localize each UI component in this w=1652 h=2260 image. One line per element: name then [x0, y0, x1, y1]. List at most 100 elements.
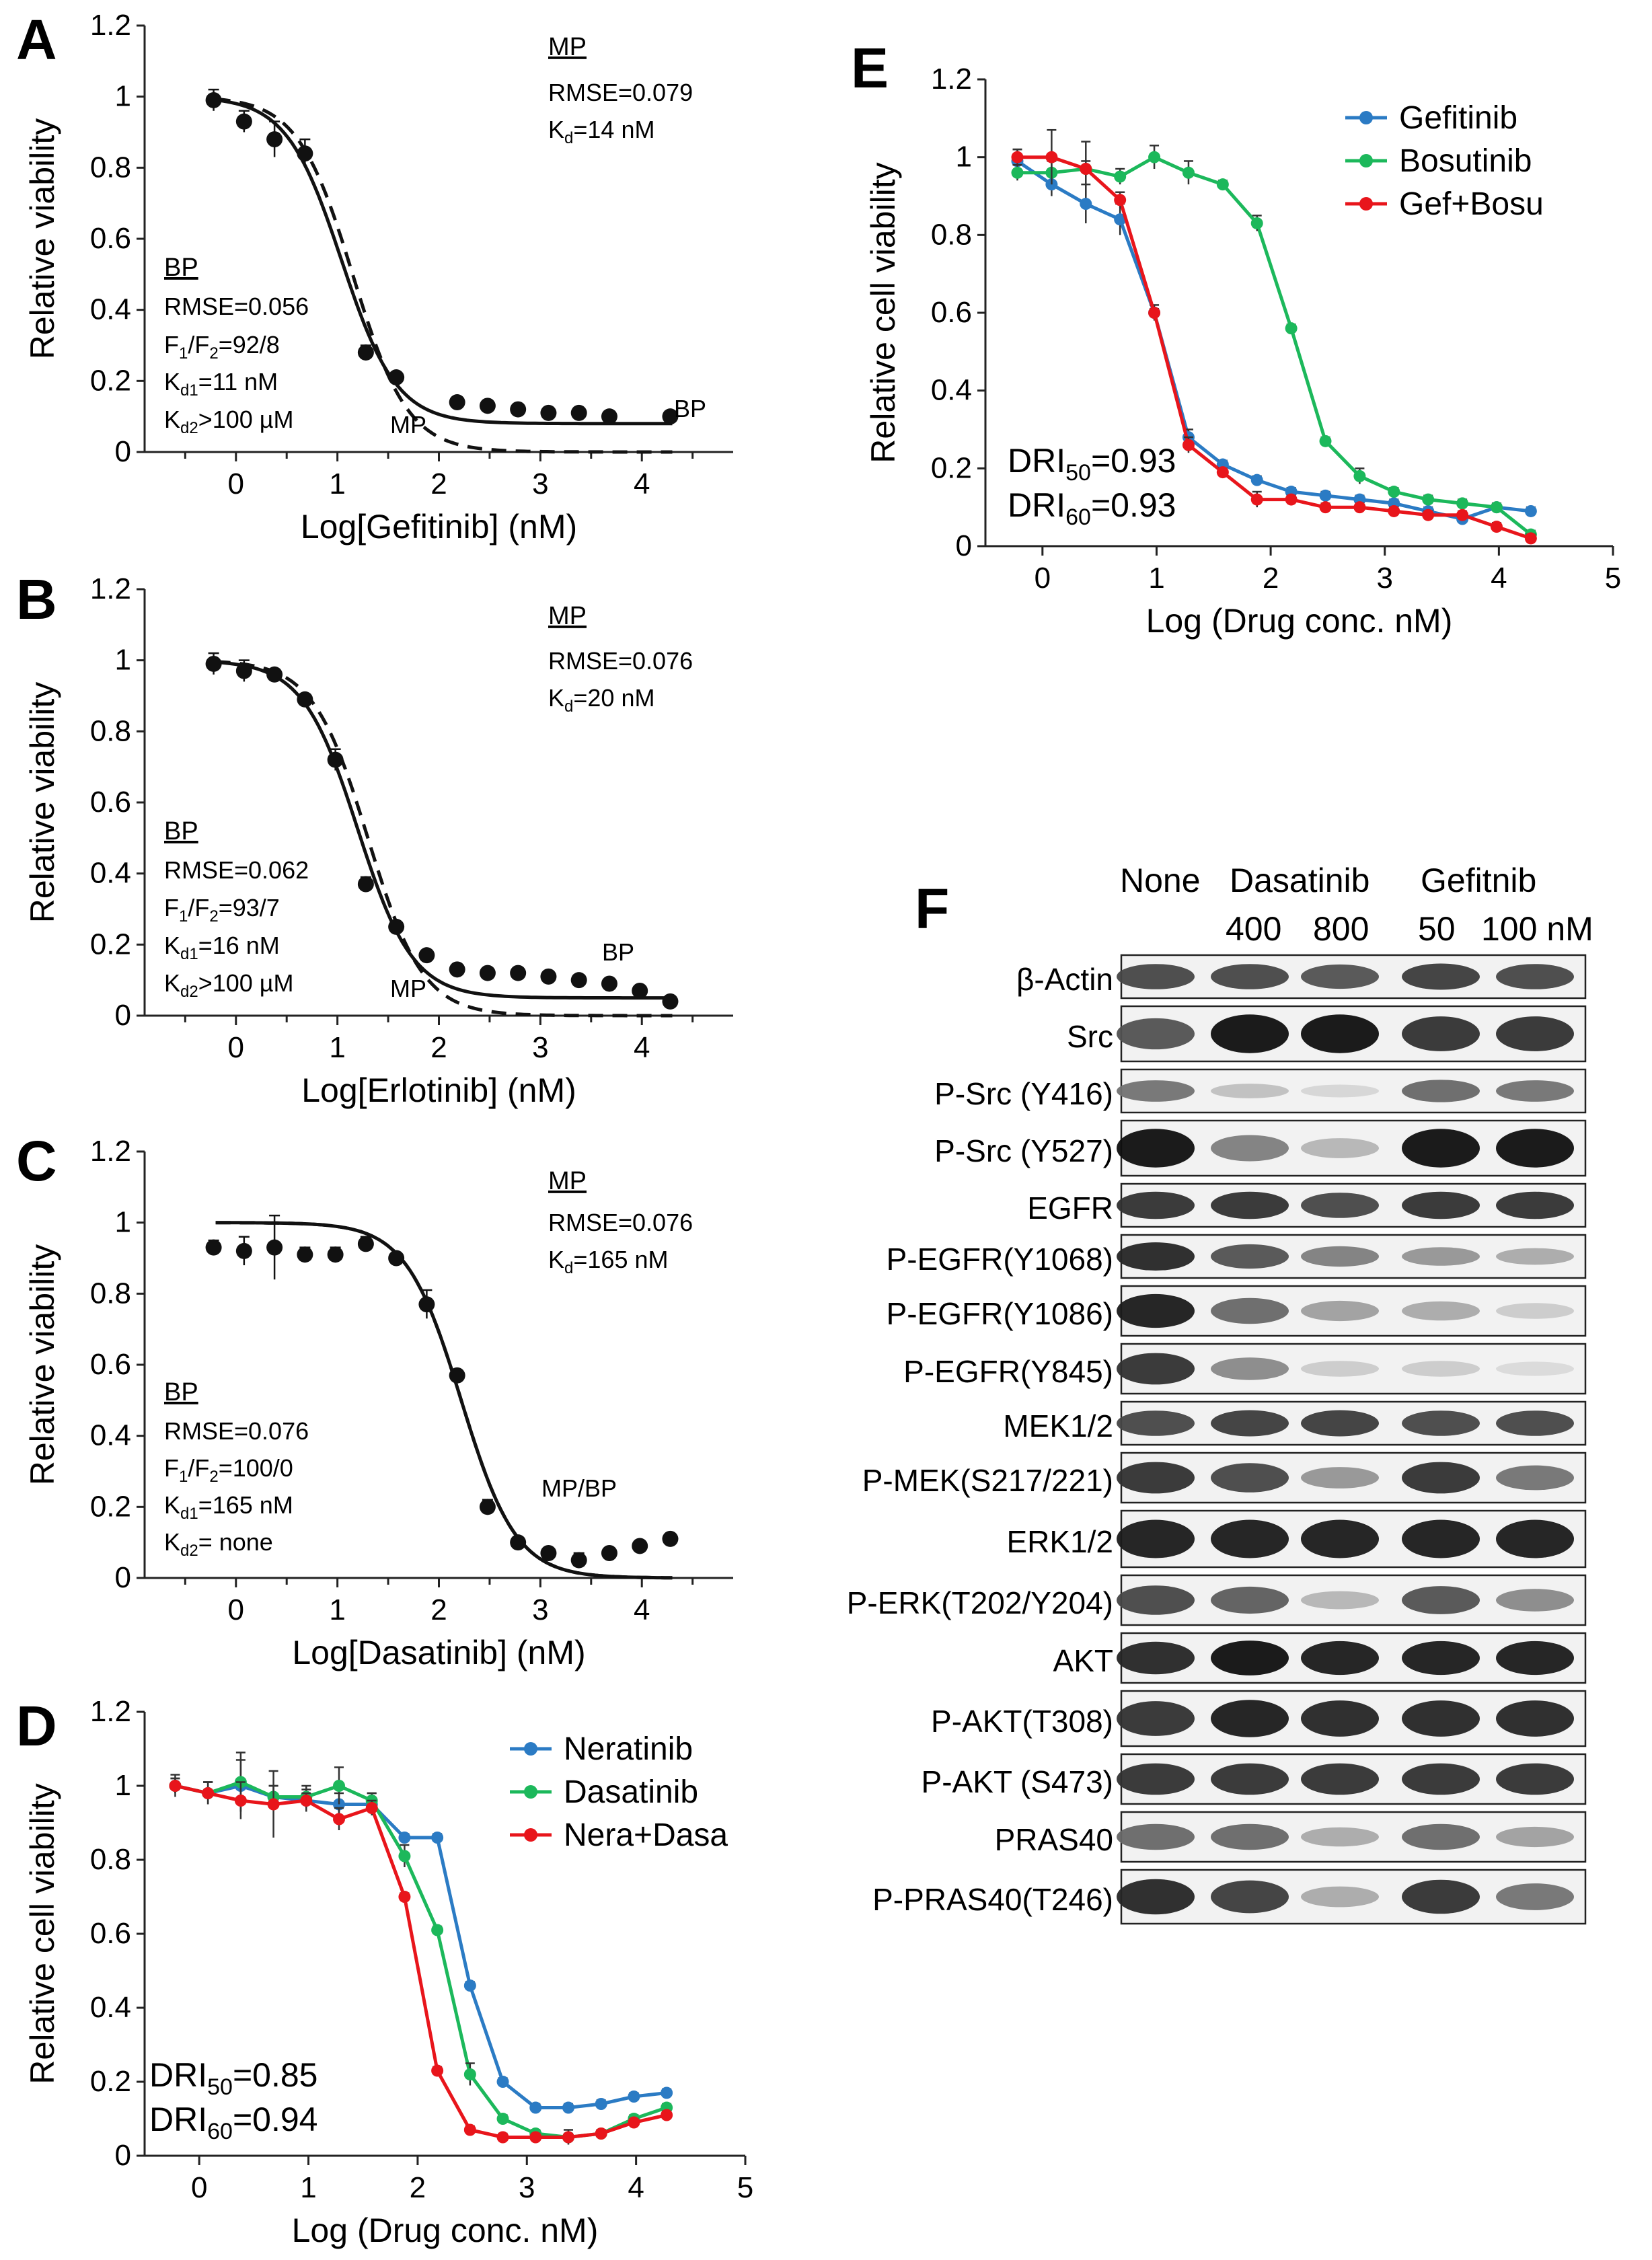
- bp-annotation: BP RMSE=0.062 F1/F2=93/7 Kd1=16 nM Kd2>1…: [164, 817, 309, 1001]
- blot-row: P-EGFR(Y845): [903, 1343, 1587, 1395]
- blot-band: [1117, 1080, 1195, 1102]
- y-tick-label: 1.2: [90, 1135, 131, 1168]
- blot-row-label: P-AKT(T308): [931, 1704, 1113, 1739]
- data-point: [266, 131, 283, 148]
- data-point: [463, 2123, 476, 2136]
- y-tick-label: 0.2: [931, 451, 972, 484]
- blot-row: P-Src (Y527): [934, 1119, 1587, 1177]
- blot-band: [1402, 1641, 1480, 1675]
- y-tick-label: 0.2: [90, 928, 131, 961]
- header-none: None: [1120, 862, 1201, 899]
- blot-band: [1211, 1823, 1289, 1850]
- data-point: [1250, 474, 1263, 486]
- bp-rmse: RMSE=0.062: [164, 856, 309, 884]
- data-point: [1182, 439, 1195, 451]
- blot-row: PRAS40: [995, 1811, 1587, 1863]
- blot-row: ERK1/2: [1006, 1509, 1587, 1569]
- data-point: [418, 1296, 435, 1313]
- data-point: [496, 2076, 509, 2088]
- data-point: [562, 2131, 574, 2144]
- blot-band: [1402, 1247, 1480, 1266]
- data-point: [1388, 486, 1400, 498]
- data-point: [327, 1246, 344, 1263]
- data-point: [357, 1236, 374, 1252]
- data-point: [333, 1813, 346, 1825]
- legend-label: Bosutinib: [1399, 143, 1532, 179]
- legend: Neratinib Dasatinib Nera+Dasa: [510, 1731, 728, 1853]
- data-point: [632, 983, 648, 1000]
- dri-text: DRI50=0.85 DRI60=0.94: [149, 2056, 317, 2144]
- blot-band: [1301, 1361, 1379, 1377]
- bp-annotation: BP RMSE=0.056 F1/F2=92/8 Kd1=11 nM Kd2>1…: [164, 254, 309, 437]
- blot-band: [1496, 1129, 1574, 1168]
- x-tick-label: 4: [634, 467, 650, 500]
- blot-row-label: PRAS40: [995, 1822, 1113, 1857]
- blot-row: AKT: [1053, 1632, 1587, 1684]
- blot-band: [1496, 1248, 1574, 1265]
- legend-marker: [524, 1828, 537, 1842]
- data-point: [496, 2131, 509, 2144]
- data-point: [1422, 493, 1435, 506]
- blot-row-label: P-ERK(T202/Y204): [847, 1585, 1113, 1620]
- data-point: [1114, 170, 1127, 183]
- data-point: [1524, 532, 1537, 545]
- data-point: [662, 408, 679, 425]
- data-point: [1148, 151, 1161, 163]
- x-tick-label: 2: [430, 1593, 447, 1626]
- y-tick-label: 0.8: [931, 218, 972, 251]
- y-axis-label: Relative viability: [24, 118, 61, 359]
- y-axis-label: Relative cell viability: [24, 1783, 61, 2084]
- x-tick-label: 4: [628, 2171, 644, 2204]
- blot-band: [1496, 1883, 1574, 1910]
- x-tick-label: 2: [430, 467, 447, 500]
- blot-band: [1117, 1353, 1195, 1385]
- blot-row: P-Src (Y416): [934, 1068, 1587, 1114]
- y-axis-label: Relative viability: [24, 682, 61, 923]
- chart-panel-a: 0 0.2 0.4 0.6 0.8 1 1.2 0 1 2 3 4 Log[Gefitinib] (nM…: [24, 9, 733, 545]
- data-point: [595, 2098, 607, 2110]
- blot-band: [1496, 1826, 1574, 1848]
- dri-50: DRI50=0.85: [149, 2056, 317, 2100]
- blot-band: [1117, 1129, 1195, 1168]
- legend-label: Neratinib: [564, 1731, 693, 1767]
- data-point: [628, 2090, 640, 2103]
- bp-kd1: Kd1=11 nM: [164, 368, 278, 400]
- data-point: [388, 1250, 405, 1267]
- fit-curve-bp: [215, 98, 673, 426]
- kd-k: K: [548, 116, 564, 143]
- data-point: [266, 666, 283, 683]
- blot-band: [1496, 1700, 1574, 1737]
- x-axis-label: Log[Gefitinib] (nM): [301, 508, 577, 545]
- data-point: [479, 965, 496, 981]
- blot-band: [1301, 1700, 1379, 1737]
- data-point: [1456, 497, 1469, 510]
- x-tick-label: 3: [1376, 562, 1392, 595]
- blot-band: [1402, 1879, 1480, 1914]
- blot-row: MEK1/2: [1003, 1400, 1587, 1446]
- blot-band: [1496, 1191, 1574, 1219]
- y-tick-label: 1.2: [90, 572, 131, 605]
- data-point: [234, 1795, 247, 1807]
- y-tick-label: 1: [956, 141, 972, 174]
- y-tick-label: 0.4: [90, 857, 131, 890]
- blot-band: [1211, 1700, 1289, 1737]
- blot-band: [1211, 1357, 1289, 1380]
- blot-band: [1117, 1585, 1195, 1615]
- blot-band: [1211, 1410, 1289, 1437]
- data-point: [418, 947, 435, 964]
- data-point: [1319, 435, 1332, 447]
- blot-row-label: P-Src (Y416): [934, 1076, 1113, 1111]
- blot-band: [1117, 1018, 1195, 1050]
- mp-kd: Kd=20 nM: [548, 684, 654, 716]
- data-point: [449, 394, 465, 411]
- blot-band: [1117, 1242, 1195, 1271]
- series-line-neratinib: [174, 1784, 667, 2109]
- data-point: [1353, 469, 1366, 482]
- data-point: [449, 961, 465, 978]
- x-tick-label: 1: [1148, 562, 1164, 595]
- blot-band: [1117, 964, 1195, 989]
- blot-band: [1117, 1519, 1195, 1558]
- data-point: [333, 1780, 346, 1792]
- x-tick-label: 1: [300, 2171, 316, 2204]
